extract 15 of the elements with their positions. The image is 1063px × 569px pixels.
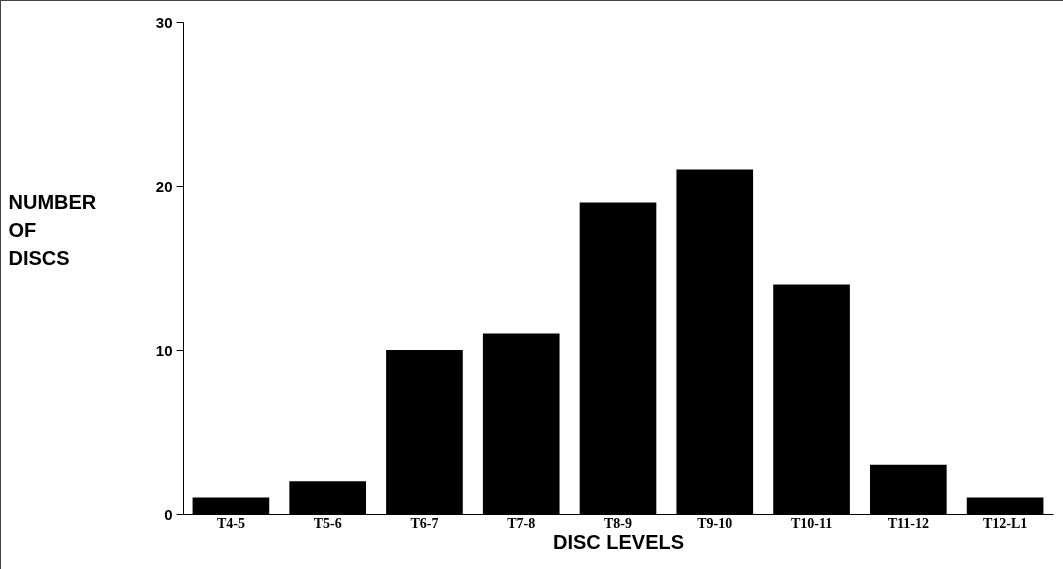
x-tick-label: T4-5 xyxy=(216,515,245,531)
y-tick-label: 10 xyxy=(155,341,173,359)
x-tick-label: T5-6 xyxy=(313,515,342,531)
x-tick-label: T8-9 xyxy=(604,515,632,531)
x-tick-label: T12-L1 xyxy=(982,515,1028,531)
y-tick-label: 0 xyxy=(164,505,173,523)
x-tick-label: T9-10 xyxy=(697,515,733,531)
x-tick-label: T11-12 xyxy=(887,515,929,531)
x-tick-label: T10-11 xyxy=(790,515,833,531)
x-tick-label: T7-8 xyxy=(507,515,536,531)
y-tick-label: 30 xyxy=(155,13,173,31)
x-axis-title: DISC LEVELS xyxy=(552,530,685,553)
y-tick-label: 20 xyxy=(155,177,173,195)
x-tick-label: T6-7 xyxy=(410,515,439,531)
y-axis-title: NUMBER OF DISCS xyxy=(8,190,97,269)
